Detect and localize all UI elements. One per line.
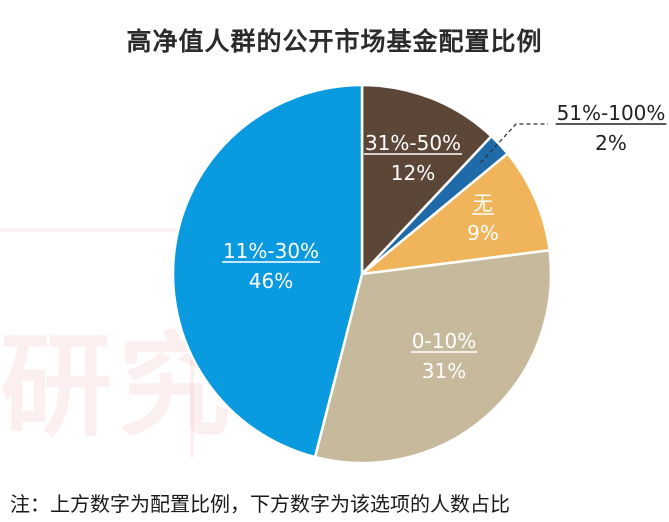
slice-none-value: 9%	[467, 221, 499, 245]
footnote: 注：上方数字为配置比例，下方数字为该选项的人数占比	[10, 492, 510, 516]
pie-slice-0-10pct	[313, 248, 553, 465]
slice-11pct-30pct-label: 11%-30%	[223, 239, 319, 263]
slice-31pct-50pct-label: 31%-50%	[365, 131, 461, 155]
pie-slice-31pct-50pct	[360, 83, 494, 278]
slice-51pct-100pct-value: 2%	[595, 131, 627, 155]
slice-11pct-30pct-value: 46%	[249, 269, 293, 293]
pie-slice-11pct-30pct	[171, 83, 364, 459]
slice-51pct-100pct-label: 51%-100%	[557, 101, 666, 125]
slice-0-10pct-label: 0-10%	[412, 329, 476, 353]
leader-line-51pct-100pct	[480, 123, 548, 164]
slice-none-label: 无	[473, 191, 493, 215]
slice-31pct-50pct-value: 12%	[391, 161, 435, 185]
pie-slice-none	[357, 151, 551, 276]
chart-title: 高净值人群的公开市场基金配置比例	[126, 27, 543, 56]
slice-0-10pct-value: 31%	[422, 359, 466, 383]
